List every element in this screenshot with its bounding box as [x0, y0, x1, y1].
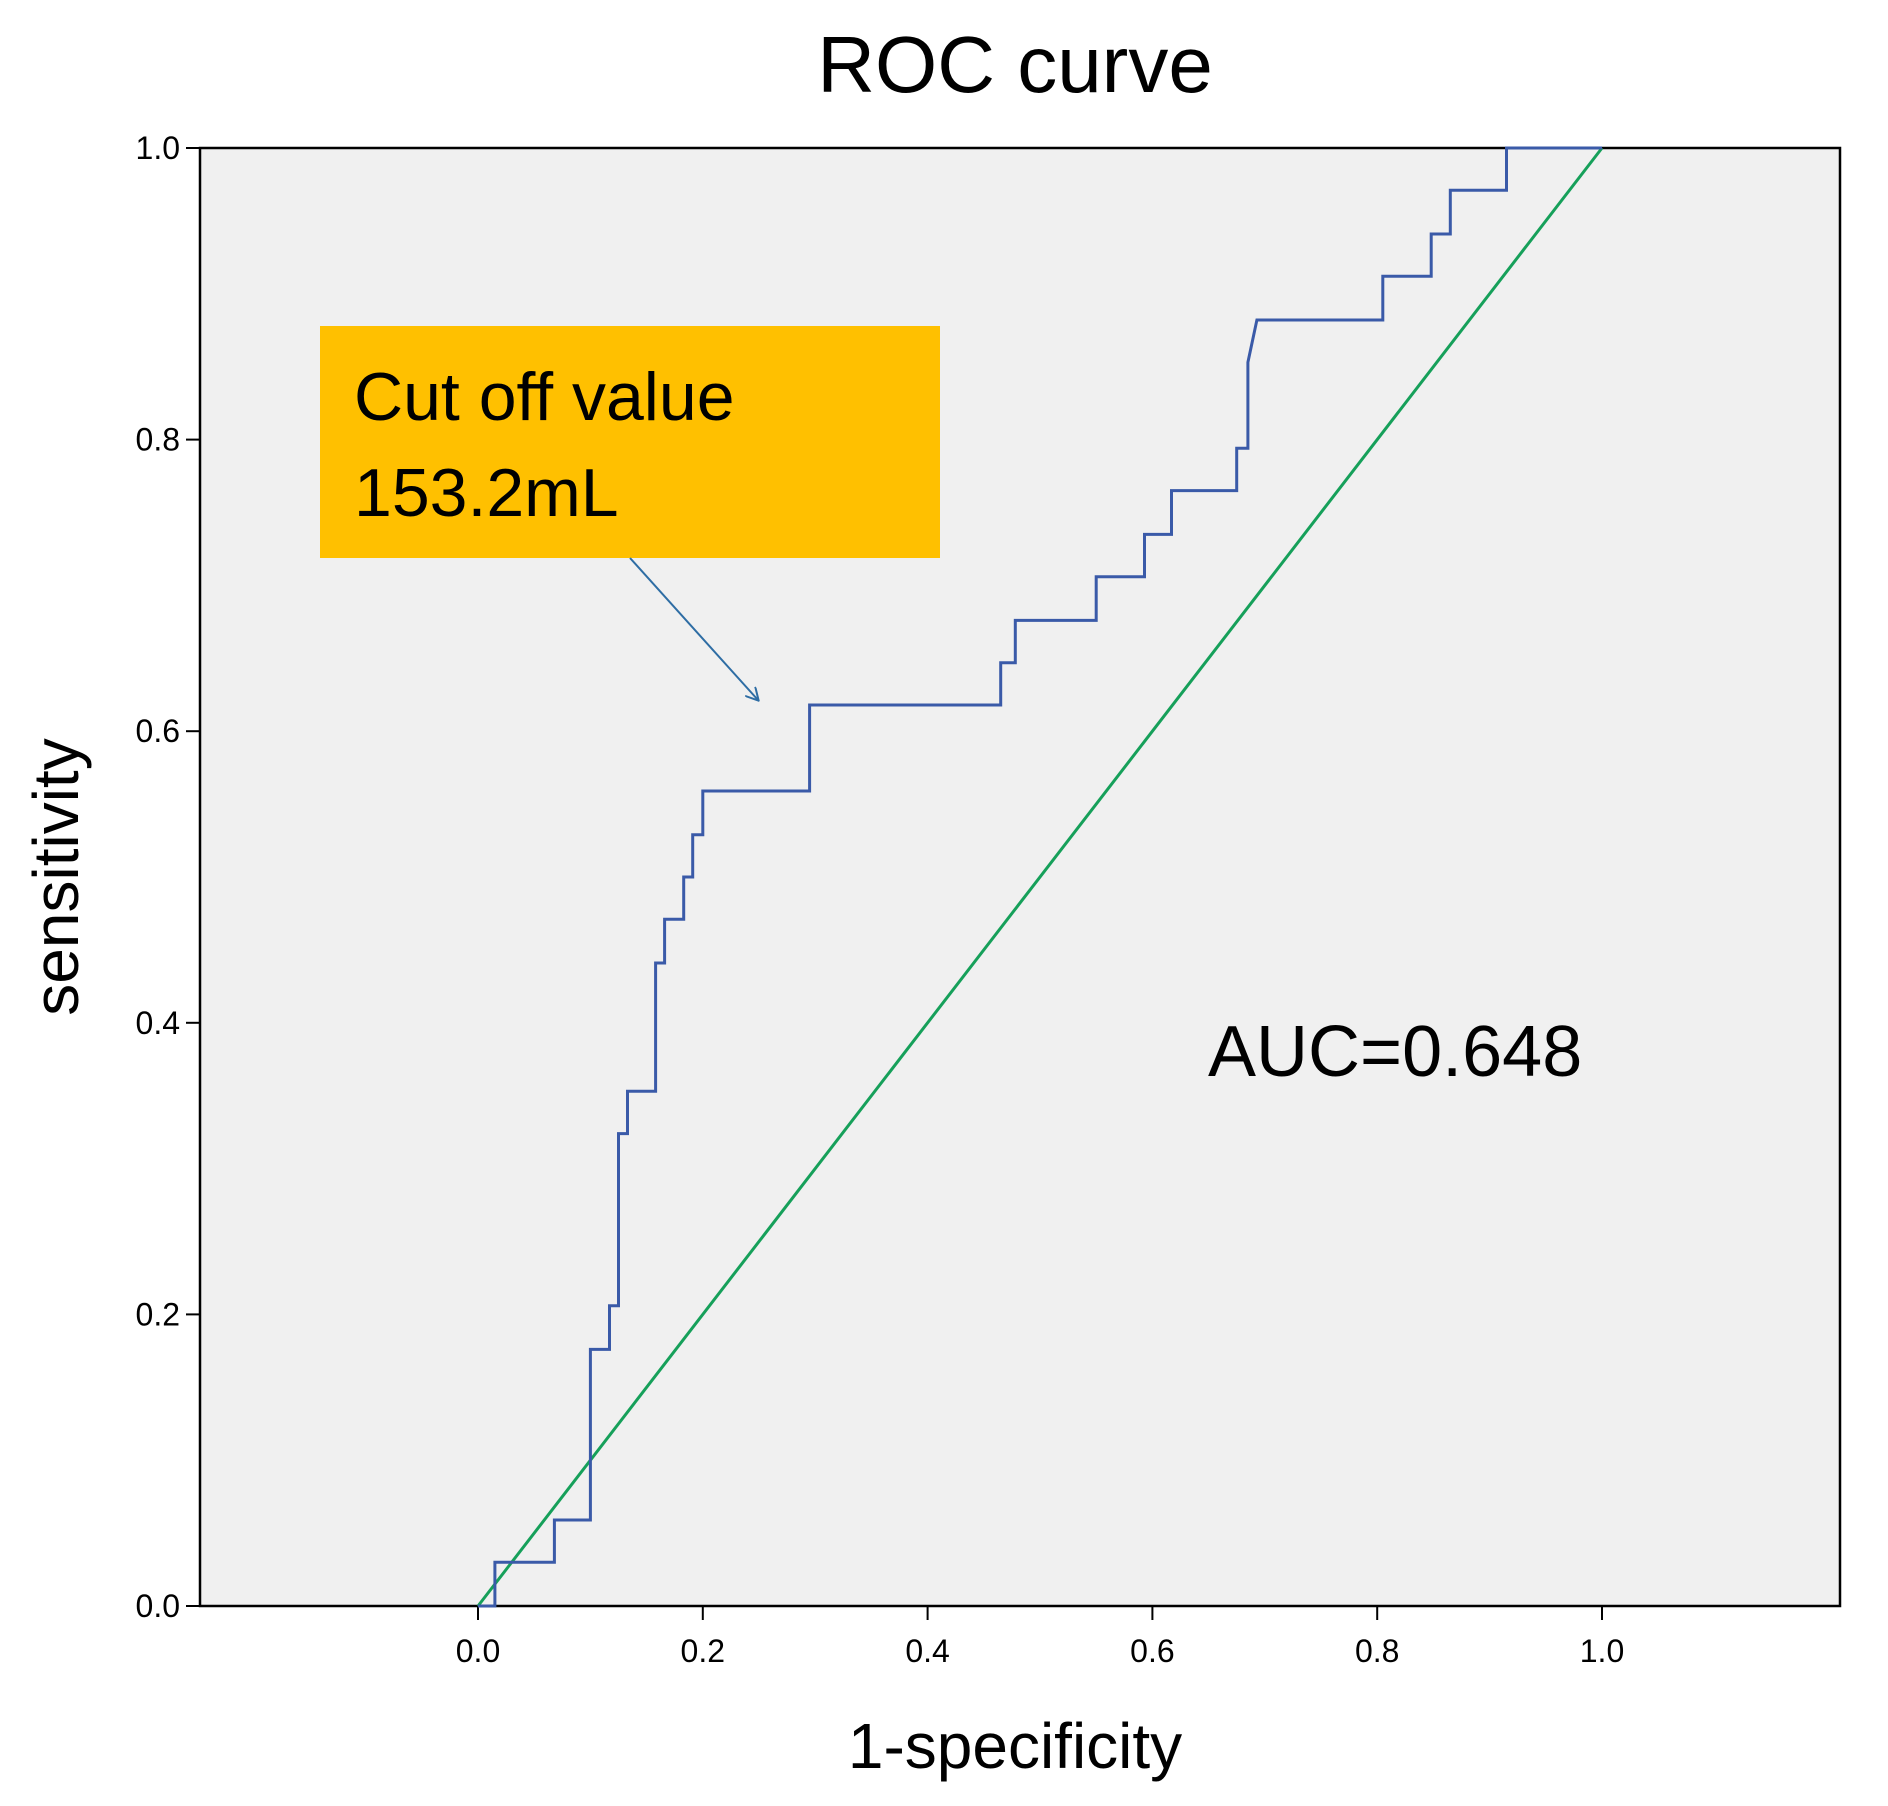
auc-label: AUC=0.648 [1208, 1012, 1582, 1092]
y-tick-label: 0.4 [136, 1005, 180, 1041]
roc-curve-line [478, 146, 1602, 1608]
x-axis-label: 1-specificity [848, 1710, 1182, 1782]
reference-line [476, 147, 1604, 1607]
cutoff-callout-line1: Cut off value [354, 359, 735, 435]
y-axis-label: sensitivity [20, 738, 92, 1015]
y-axis-ticks: 0.0 0.2 0.4 0.6 0.8 1.0 [136, 130, 200, 1624]
x-tick-label: 0.2 [681, 1633, 725, 1669]
y-tick-label: 0.6 [136, 713, 180, 749]
x-tick-label: 0.0 [456, 1633, 500, 1669]
x-tick-label: 0.4 [905, 1633, 949, 1669]
x-tick-label: 1.0 [1580, 1633, 1624, 1669]
y-tick-label: 0.2 [136, 1296, 180, 1332]
cutoff-callout-box [320, 326, 940, 558]
x-tick-label: 0.8 [1355, 1633, 1399, 1669]
cutoff-callout-line2: 153.2mL [354, 455, 619, 531]
y-tick-label: 1.0 [136, 130, 180, 166]
x-tick-label: 0.6 [1130, 1633, 1174, 1669]
y-tick-label: 0.0 [136, 1588, 180, 1624]
cutoff-arrow [629, 557, 758, 700]
y-tick-label: 0.8 [136, 422, 180, 458]
x-axis-ticks: 0.0 0.2 0.4 0.6 0.8 1.0 [456, 1606, 1624, 1669]
chart-title: ROC curve [817, 20, 1213, 109]
